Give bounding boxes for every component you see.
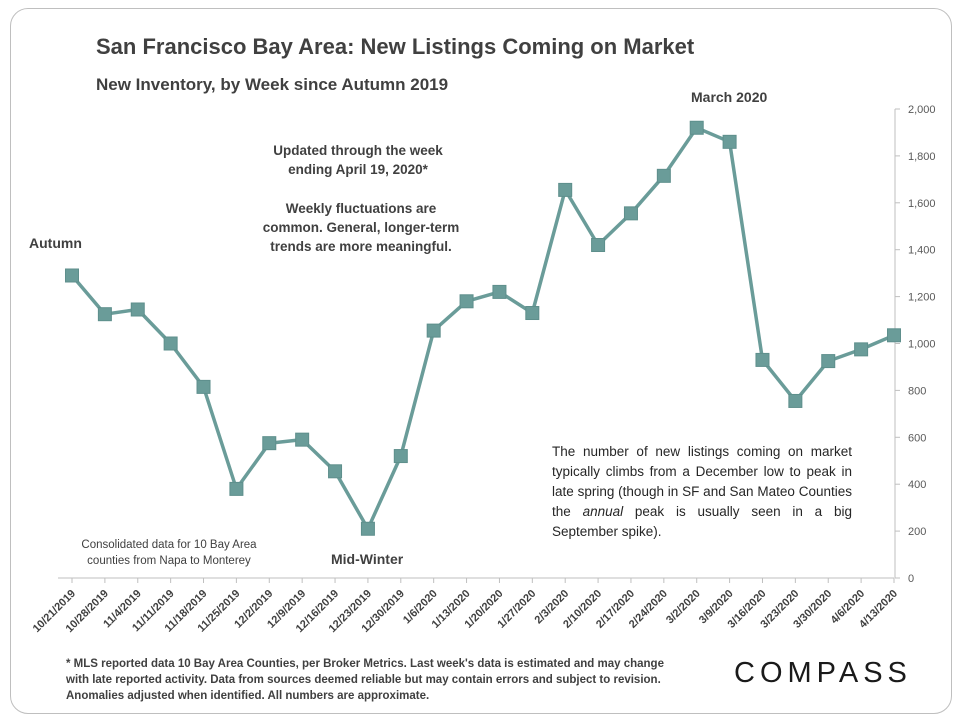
data-point [558,182,573,197]
data-point [130,302,145,317]
footer-disclaimer: * MLS reported data 10 Bay Area Counties… [66,656,726,704]
midwinter-annotation: Mid-Winter [331,551,404,567]
updated-note-line1: Updated through the week [273,143,443,158]
description-text: The number of new listings coming on mar… [552,442,852,542]
data-point [722,134,737,149]
compass-logo: COMPASS [734,657,912,689]
data-point [229,481,244,496]
consolidated-note: Consolidated data for 10 Bay Area counti… [60,537,278,569]
y-tick-label: 0 [908,573,914,585]
footer-line3: Anomalies adjusted when identified. All … [66,690,430,702]
data-point [459,294,474,309]
y-tick-label: 1,800 [908,151,936,163]
series-line [70,126,895,531]
y-tick-label: 600 [908,432,926,444]
chart-title: San Francisco Bay Area: New Listings Com… [96,34,695,59]
data-point [887,328,901,343]
data-point [163,336,178,351]
y-tick-label: 800 [908,385,926,397]
data-point [360,521,375,536]
data-point [656,168,671,183]
x-tick-label: 3/2/2020 [664,588,703,627]
y-tick-label: 1,200 [908,292,936,304]
data-point [591,238,606,253]
data-point [426,323,441,338]
y-tick-label: 1,600 [908,198,936,210]
footer-line1: * MLS reported data 10 Bay Area Counties… [66,658,664,670]
fluctuation-note-line2: common. General, longer-term [262,220,460,235]
description-pre: The number of new listings coming on mar… [552,444,852,519]
data-point [393,449,408,464]
consolidated-note-line1: Consolidated data for 10 Bay Area [81,539,257,551]
y-tick-label: 2,000 [908,104,936,116]
consolidated-note-line2: counties from Napa to Monterey [87,555,251,567]
data-point [854,342,869,357]
slide-frame [10,8,952,714]
data-point [295,432,310,447]
y-tick-label: 1,000 [908,339,936,351]
y-tick-label: 400 [908,479,926,491]
chart-subtitle: New Inventory, by Week since Autumn 2019 [96,75,449,94]
data-point [328,464,343,479]
axis-layer: 0 200 400 600 800 1,000 1,200 1,400 1,600 1,800 2,… [58,104,936,585]
marker-layer [65,120,901,536]
data-point [755,352,770,367]
data-point [525,306,540,321]
y-tick-label: 200 [908,526,926,538]
data-point [97,307,112,322]
data-point [689,120,704,135]
data-point [788,393,803,408]
updated-note: Updated through the week ending April 19… [258,141,458,179]
description-post: peak is usually seen in a big September … [552,504,852,539]
description-em: annual [582,504,624,519]
data-point [492,284,507,299]
data-point [262,436,277,451]
data-point [65,268,79,283]
updated-note-line2: ending April 19, 2020* [288,162,428,177]
x-tick-label-layer: 10/21/201910/28/201911/4/201911/11/20191… [31,588,900,635]
footer-line2: with late reported activity. Data from s… [66,674,661,686]
fluctuation-note: Weekly fluctuations are common. General,… [248,199,474,256]
data-point [196,379,211,394]
march-annotation: March 2020 [691,89,768,105]
data-point [821,354,836,369]
fluctuation-note-line3: trends are more meaningful. [270,239,452,254]
y-tick-label: 1,400 [908,245,936,257]
series-line-layer [70,126,895,531]
data-point [623,206,638,221]
autumn-annotation: Autumn [29,235,82,251]
fluctuation-note-line1: Weekly fluctuations are [285,201,437,216]
